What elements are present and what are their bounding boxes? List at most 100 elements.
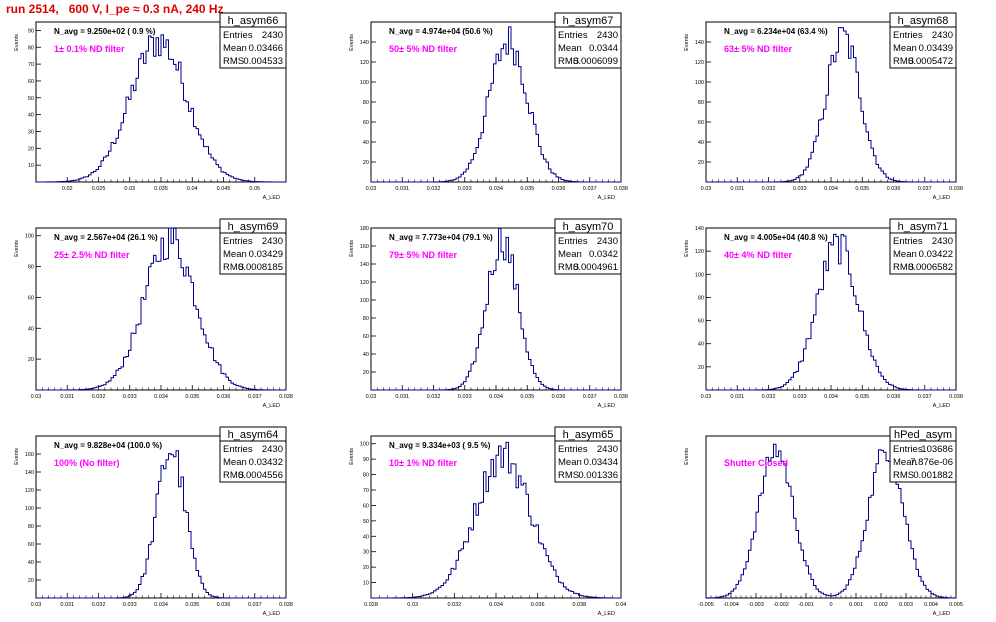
stats-value: 7.876e-06 [910,457,953,468]
y-tick-label: 160 [25,452,34,458]
y-tick-label: 60 [28,79,34,85]
x-axis-label: A_LED [263,403,280,409]
x-tick-label: 0.032 [762,394,776,400]
x-tick-label: 0.03 [407,602,418,608]
y-axis-label: Events [684,448,690,465]
x-tick-label: 0.035 [520,394,534,400]
x-tick-label: 0 [829,602,832,608]
stats-key: Mean [893,249,917,260]
y-tick-label: 120 [695,249,704,255]
x-tick-label: 0.033 [458,394,472,400]
stats-box: h_asym69 Entries 2430 Mean 0.03429 RMS0.00081… [219,218,287,275]
x-tick-label: 0.035 [855,394,869,400]
stats-box-title: h_asym71 [898,221,949,233]
x-tick-label: 0.035 [520,186,534,192]
y-tick-label: 60 [28,295,34,301]
filter-label: 25± 2.5% ND filter [54,250,130,260]
x-tick-label: 0.035 [855,186,869,192]
histogram-h_asym64: 20 40 60 80 100 120 140 160 0.03 0.031 0.032 0.033 0… [14,426,293,617]
y-tick-label: 140 [25,470,34,476]
y-tick-label: 140 [695,40,704,46]
stats-key: RMS [223,262,244,273]
y-tick-label: 20 [698,365,704,371]
stats-key: Mean [558,43,582,54]
stats-key: Entries [558,236,588,247]
y-tick-label: 40 [28,326,34,332]
x-tick-label: 0.04 [616,602,627,608]
y-axis-label: Events [14,448,20,465]
x-tick-label: -0.001 [798,602,814,608]
stats-box-title: hPed_asym [894,429,952,441]
x-tick-label: 0.032 [762,186,776,192]
navg-label: N_avg = 7.773e+04 (79.1 %) [389,233,493,242]
stats-value: 2430 [262,236,283,247]
stats-key: RMS [223,56,244,67]
y-tick-label: 70 [363,488,369,494]
x-tick-label: 0.036 [217,394,231,400]
x-tick-label: 0.033 [123,394,137,400]
x-tick-label: 0.033 [458,186,472,192]
x-axis-label: A_LED [598,195,615,201]
stats-value: 0.0004556 [238,470,283,481]
stats-box-frame [554,218,622,275]
x-tick-label: 0.03 [701,394,712,400]
stats-box-frame [889,12,957,69]
x-tick-label: 0.035 [154,186,168,192]
y-tick-label: 60 [363,503,369,509]
stats-box-frame [889,218,957,275]
stats-value: 0.0005472 [908,56,953,67]
y-tick-label: 60 [363,334,369,340]
x-tick-label: 0.02 [62,186,73,192]
x-axis-label: A_LED [598,611,615,617]
x-tick-label: 0.037 [248,394,262,400]
stats-value: 0.03429 [249,249,283,260]
y-axis-label: Events [14,34,20,51]
x-axis-label: A_LED [933,195,950,201]
stats-key: Entries [893,236,923,247]
stats-box-frame [554,12,622,69]
stats-key: Entries [893,30,923,41]
stats-value: 0.0006099 [573,56,618,67]
x-tick-label: 0.005 [949,602,963,608]
y-tick-label: 40 [698,140,704,146]
y-tick-label: 100 [360,298,369,304]
y-tick-label: 100 [360,442,369,448]
y-tick-label: 100 [695,80,704,86]
stats-box-frame [219,218,287,275]
stats-key: Entries [558,30,588,41]
stats-box-frame [554,426,622,483]
x-tick-label: 0.031 [730,186,744,192]
x-tick-label: 0.028 [364,602,378,608]
y-tick-label: 10 [363,581,369,587]
x-tick-label: -0.004 [723,602,739,608]
histogram-line [706,443,956,599]
x-tick-label: -0.002 [773,602,789,608]
stats-box-title: h_asym65 [563,429,614,441]
stats-value: 0.001336 [578,470,618,481]
filter-label: Shutter Closed [724,458,788,468]
y-tick-label: 120 [25,488,34,494]
y-tick-label: 40 [363,352,369,358]
y-tick-label: 50 [363,519,369,525]
stats-box-title: h_asym64 [228,429,279,441]
x-tick-label: 0.05 [249,186,260,192]
stats-box: h_asym71 Entries 2430 Mean 0.03422 RMS0.00065… [889,218,957,275]
stats-key: Mean [893,43,917,54]
stats-value: 2430 [597,444,618,455]
histogram-line [371,26,621,183]
navg-label: N_avg = 9.334e+03 ( 9.5 %) [389,441,491,450]
filter-label: 10± 1% ND filter [389,458,457,468]
navg-label: N_avg = 9.828e+04 (100.0 %) [54,441,162,450]
x-tick-label: 0.032 [92,602,106,608]
y-tick-label: 80 [698,295,704,301]
stats-value: 2430 [597,30,618,41]
y-tick-label: 20 [28,578,34,584]
stats-key: RMS [558,470,579,481]
stats-box-frame [889,426,957,483]
navg-label: N_avg = 9.250e+02 ( 0.9 %) [54,27,156,36]
stats-key: RMS [893,470,914,481]
x-tick-label: 0.038 [614,186,628,192]
x-tick-label: 0.037 [918,394,932,400]
y-tick-label: 120 [360,60,369,66]
y-tick-label: 80 [698,100,704,106]
